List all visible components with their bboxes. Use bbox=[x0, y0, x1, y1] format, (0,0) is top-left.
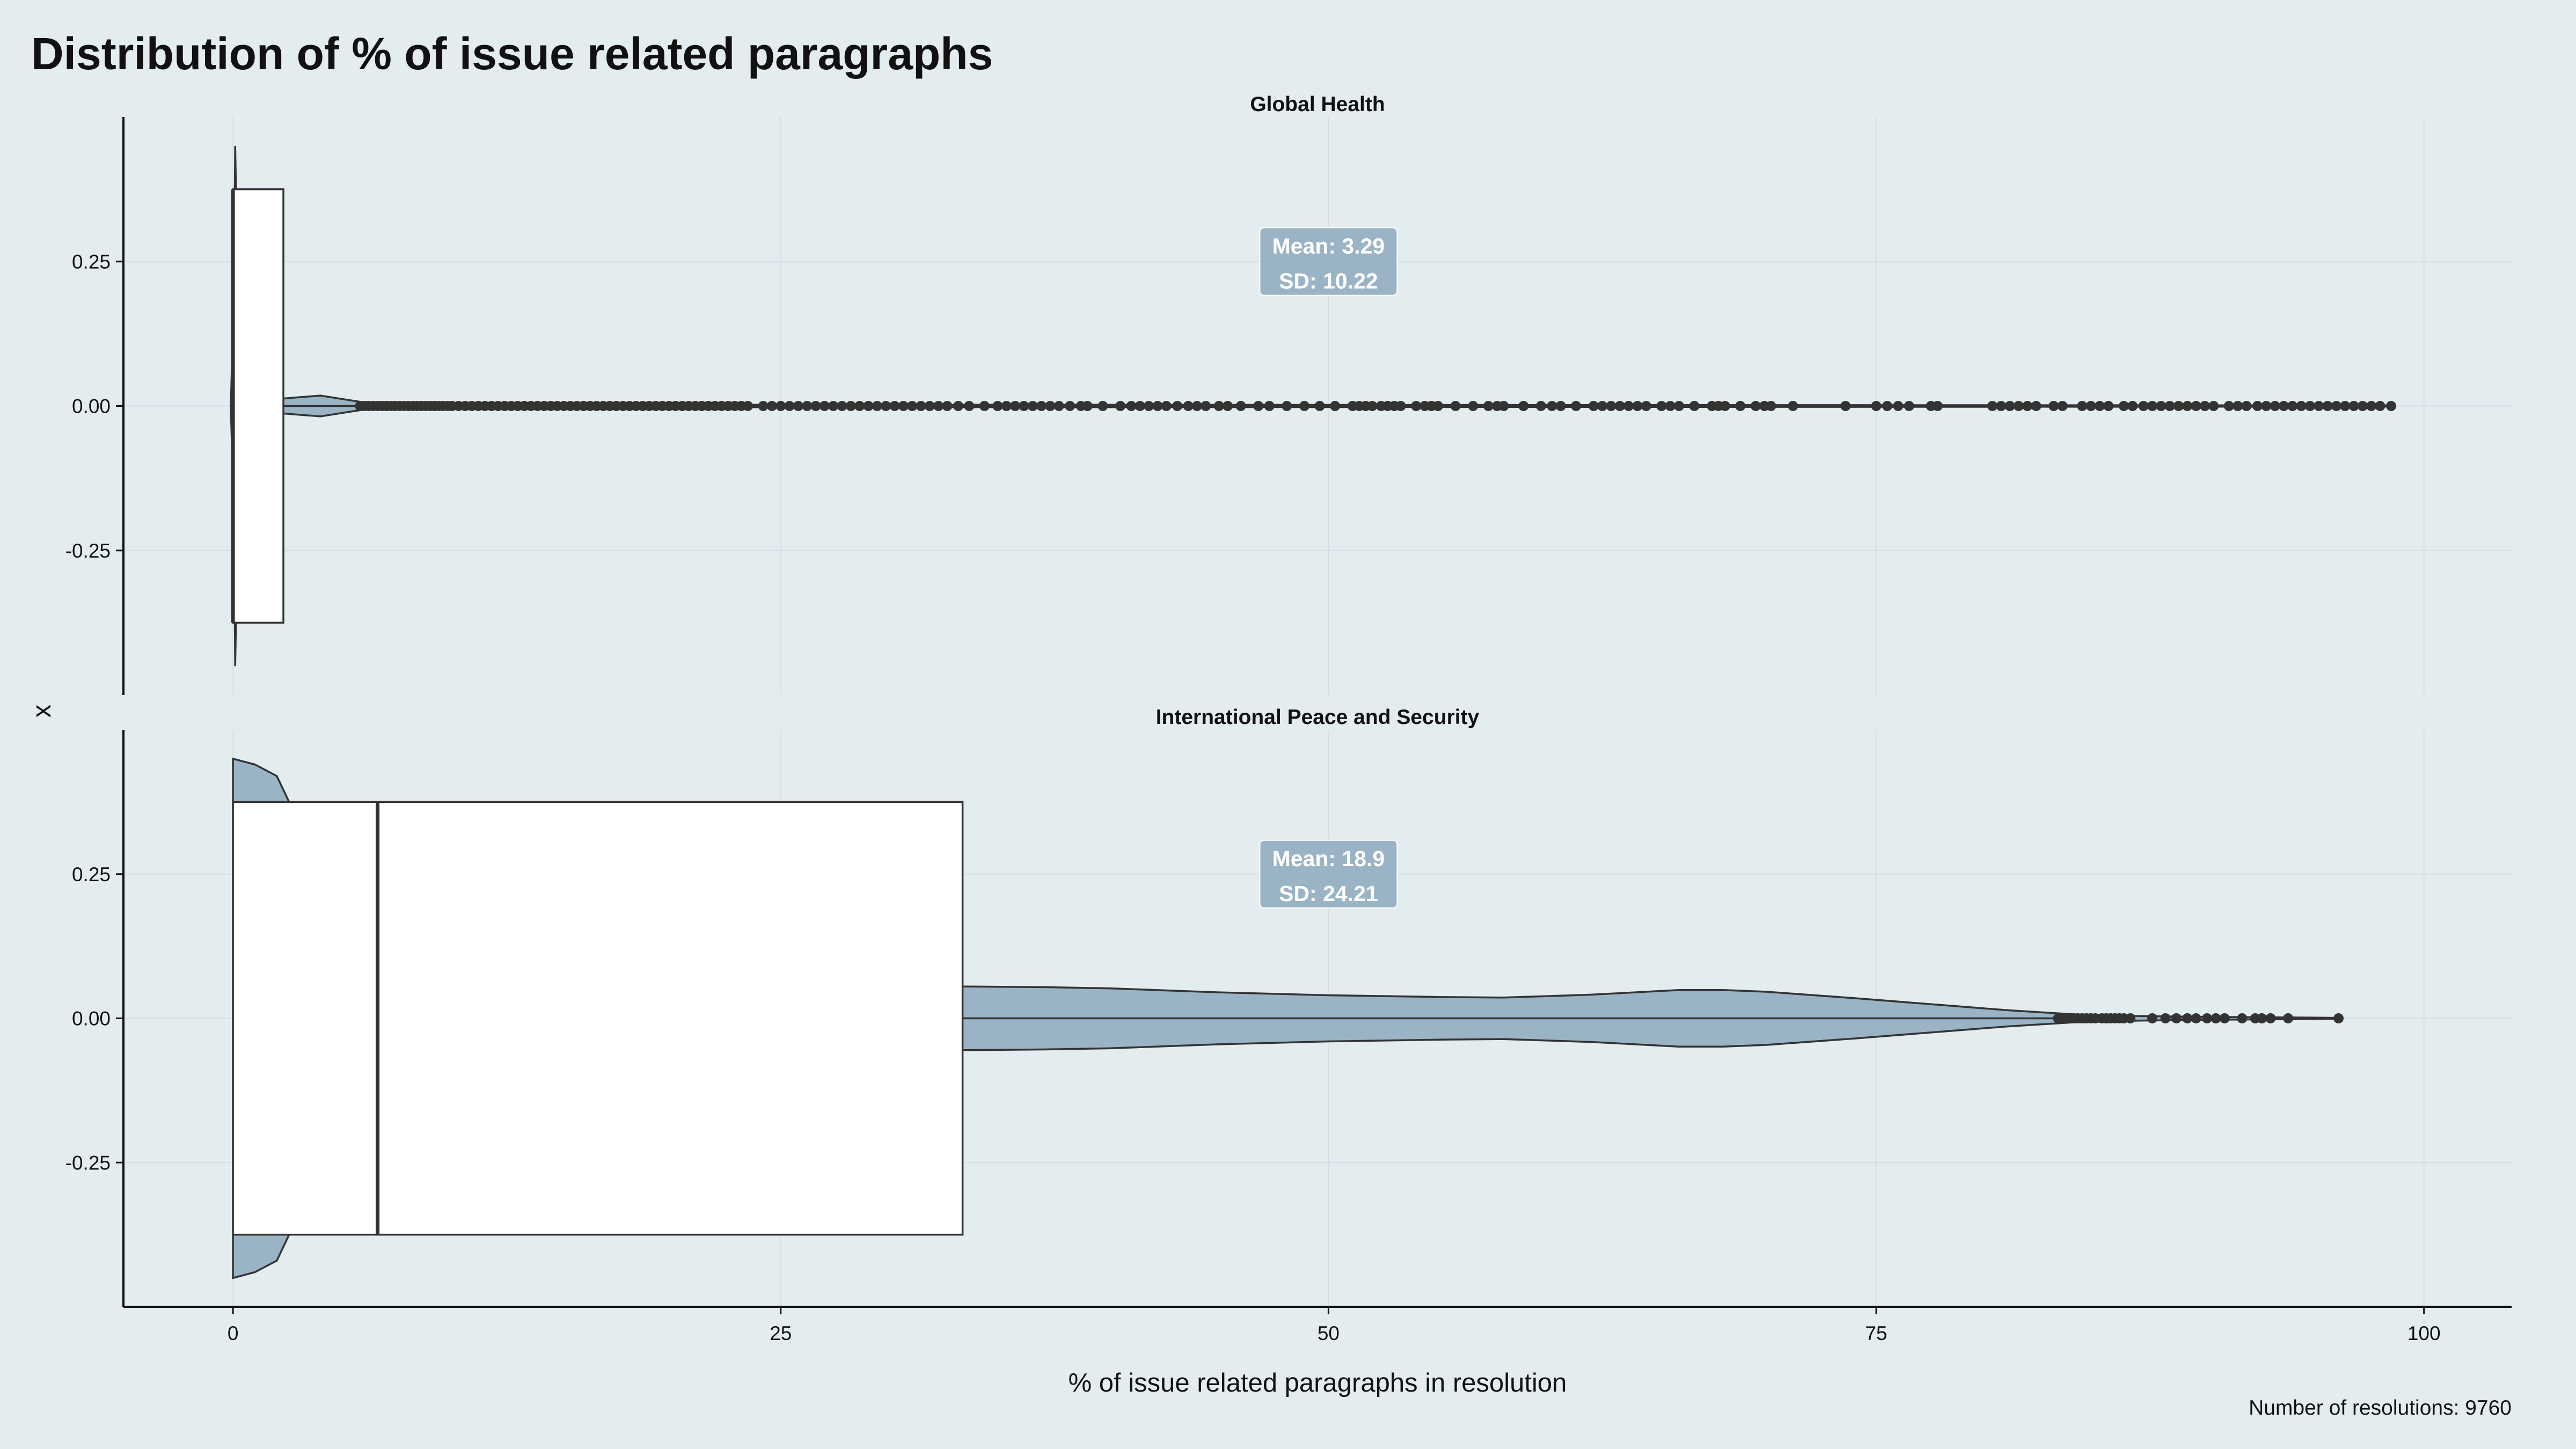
y-tick-label: 0.25 bbox=[72, 863, 111, 885]
annotation-sd: SD: 24.21 bbox=[1279, 881, 1378, 906]
box-rect bbox=[232, 188, 284, 624]
y-tick-label: 0.25 bbox=[72, 251, 111, 273]
annotation-box bbox=[1259, 227, 1398, 296]
outlier-point bbox=[2257, 1013, 2267, 1023]
outlier-point bbox=[2333, 1013, 2344, 1023]
outlier-point bbox=[2283, 1013, 2294, 1023]
outlier-point bbox=[2160, 1013, 2171, 1023]
y-tick-label: 0.00 bbox=[72, 1008, 111, 1030]
y-tick-label: -0.25 bbox=[65, 1152, 111, 1174]
outlier-point bbox=[2125, 1013, 2136, 1023]
x-axis-title: % of issue related paragraphs in resolut… bbox=[1069, 1368, 1567, 1397]
annotation-mean: Mean: 18.9 bbox=[1272, 846, 1385, 871]
annotation-box bbox=[1259, 839, 1398, 909]
x-axis: 0 25 50 75 100 bbox=[123, 1306, 2512, 1344]
y-tick-label: -0.25 bbox=[65, 540, 111, 562]
annotation-sd: SD: 10.22 bbox=[1279, 268, 1378, 293]
x-tick-label: 0 bbox=[228, 1322, 239, 1344]
x-tick-label: 100 bbox=[2407, 1322, 2441, 1344]
outlier-point bbox=[2386, 401, 2396, 411]
y-tick-label: 0.00 bbox=[72, 396, 111, 418]
panels-layer: Global Health 0.25 0.00 -0.25 Mean: 3.29 SD: … bbox=[65, 93, 2512, 1344]
outlier-point bbox=[2219, 1013, 2230, 1023]
outlier-point bbox=[2171, 1013, 2182, 1023]
facet-title: Global Health bbox=[1250, 93, 1385, 116]
outlier-point bbox=[2211, 1013, 2221, 1023]
outlier-point bbox=[2202, 1013, 2212, 1023]
outlier-point bbox=[2191, 1013, 2201, 1023]
caption: Number of resolutions: 9760 bbox=[2249, 1396, 2512, 1419]
static-layer: % of issue related paragraphs in resolut… bbox=[27, 705, 2512, 1419]
x-tick-label: 25 bbox=[770, 1322, 792, 1344]
annotation-mean: Mean: 3.29 bbox=[1272, 233, 1385, 258]
outlier-point bbox=[2237, 1013, 2248, 1023]
x-tick-label: 50 bbox=[1318, 1322, 1340, 1344]
facet-panel-1: Global Health 0.25 0.00 -0.25 Mean: 3.29 SD: … bbox=[65, 93, 2512, 695]
box-rect bbox=[232, 801, 964, 1236]
y-axis-title: x bbox=[27, 705, 56, 718]
outlier-point bbox=[2182, 1013, 2193, 1023]
facet-panel-2: International Peace and Security 0.25 0.00… bbox=[65, 706, 2512, 1307]
outlier-point bbox=[2265, 1013, 2276, 1023]
outlier-point bbox=[2147, 1013, 2157, 1023]
chart-title: Distribution of % of issue related parag… bbox=[31, 28, 993, 79]
facet-title: International Peace and Security bbox=[1156, 706, 1480, 729]
x-tick-label: 75 bbox=[1865, 1322, 1887, 1344]
